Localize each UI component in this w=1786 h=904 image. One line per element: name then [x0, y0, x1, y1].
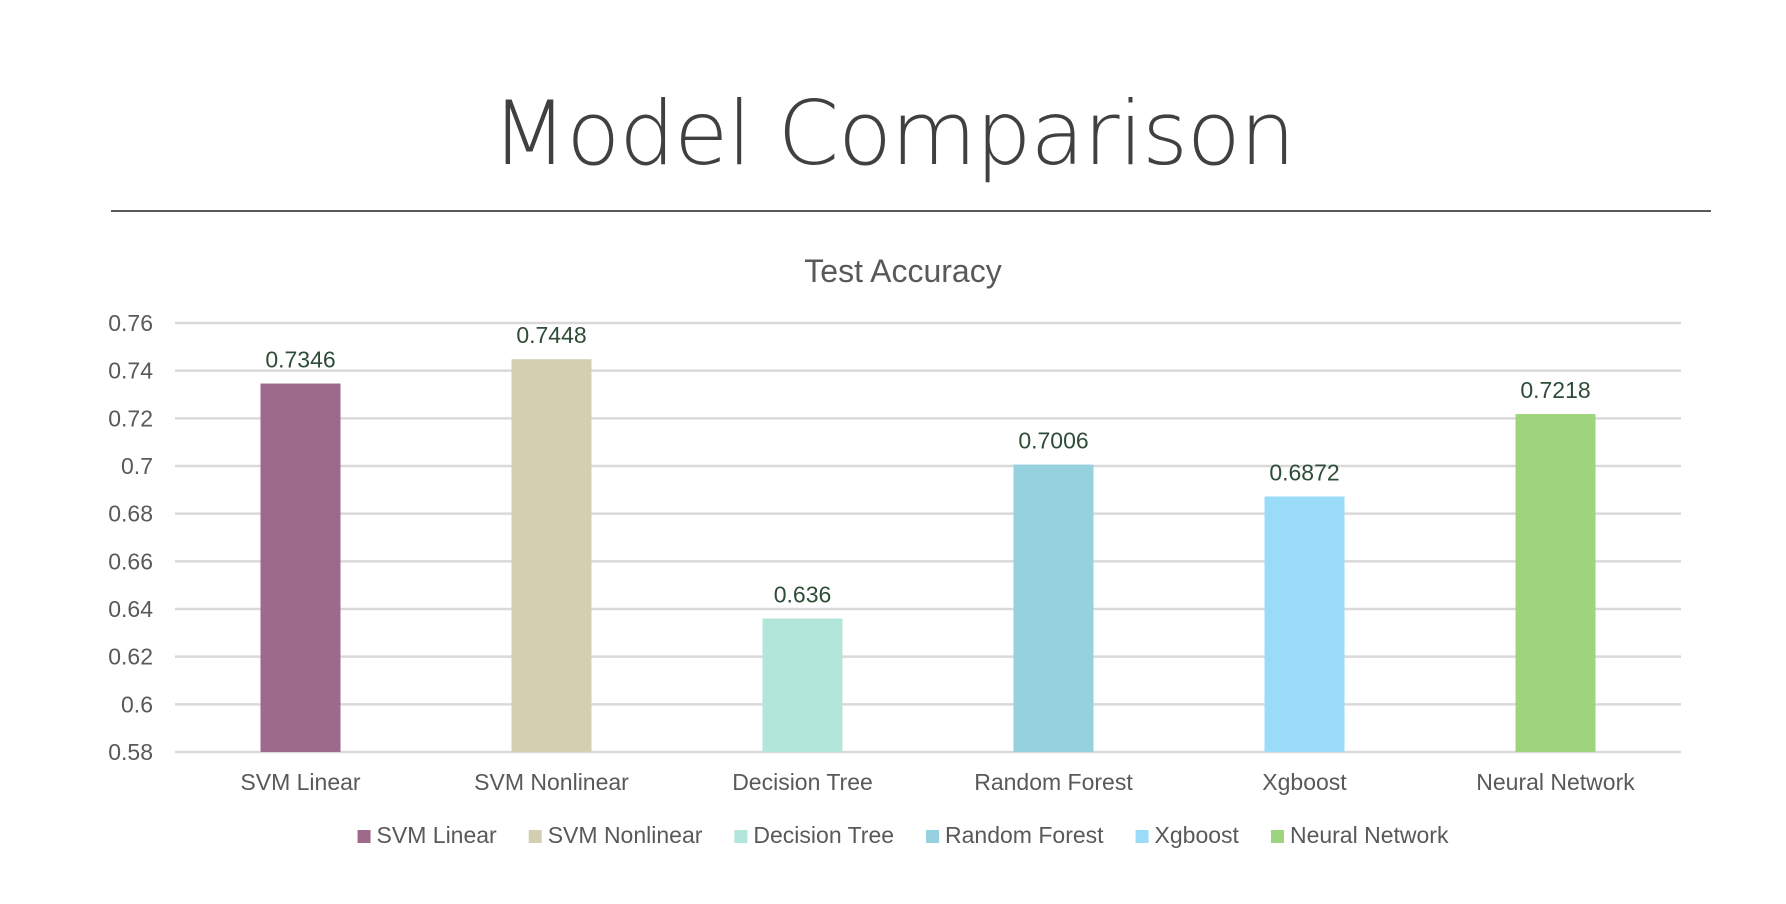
data-label: 0.7006: [1018, 428, 1088, 454]
bar: [762, 618, 843, 752]
bar: [1264, 496, 1345, 752]
legend-item: Xgboost: [1135, 822, 1240, 848]
y-tick-label: 0.74: [108, 358, 153, 384]
x-tick-label: Random Forest: [974, 769, 1133, 795]
y-axis-tick-labels: 0.58 0.6 0.62 0.64 0.66 0.68 0.7 0.72 0.74 0.76: [108, 310, 153, 765]
x-tick-label: SVM Linear: [240, 769, 361, 795]
legend-item: SVM Linear: [357, 822, 498, 848]
x-axis-tick-labels: SVM Linear SVM Nonlinear Decision Tree Rand…: [240, 769, 1635, 795]
bar: [260, 383, 341, 752]
y-tick-label: 0.68: [108, 501, 153, 527]
bars: [260, 359, 1596, 752]
x-tick-label: SVM Nonlinear: [474, 769, 629, 795]
legend-label: Xgboost: [1155, 822, 1240, 848]
data-label: 0.7346: [265, 347, 335, 373]
y-tick-label: 0.66: [108, 548, 153, 574]
bar: [511, 359, 592, 752]
data-labels: 0.7346 0.7448 0.636 0.7006 0.6872 0.7218: [265, 322, 1590, 607]
bar: [1515, 414, 1596, 752]
legend-label: Neural Network: [1290, 822, 1449, 848]
legend-swatch: [926, 830, 940, 843]
data-label: 0.7448: [516, 322, 586, 348]
legend-label: Random Forest: [945, 822, 1104, 848]
legend-swatch: [734, 830, 748, 843]
legend: SVM Linear SVM Nonlinear Decision Tree Rand…: [357, 822, 1449, 848]
y-tick-label: 0.58: [108, 739, 153, 765]
y-tick-label: 0.76: [108, 310, 153, 336]
legend-swatch: [1270, 830, 1284, 843]
title-divider: [111, 210, 1711, 212]
data-label: 0.636: [774, 582, 832, 608]
data-label: 0.7218: [1520, 377, 1590, 403]
legend-label: SVM Linear: [377, 822, 498, 848]
legend-swatch: [1135, 830, 1149, 843]
legend-item: Decision Tree: [734, 822, 894, 848]
legend-item: SVM Nonlinear: [528, 822, 703, 848]
data-label: 0.6872: [1269, 460, 1339, 486]
legend-item: Random Forest: [926, 822, 1104, 848]
slide-title: Model Comparison: [491, 82, 1295, 185]
legend-item: Neural Network: [1270, 822, 1449, 848]
y-tick-label: 0.72: [108, 405, 153, 431]
gridlines: [175, 321, 1681, 754]
x-tick-label: Decision Tree: [732, 769, 873, 795]
bar: [1013, 464, 1094, 752]
x-tick-label: Xgboost: [1262, 769, 1347, 795]
chart-title: Test Accuracy: [804, 253, 1001, 289]
y-tick-label: 0.64: [108, 596, 153, 622]
legend-label: SVM Nonlinear: [548, 822, 703, 848]
y-tick-label: 0.6: [121, 691, 153, 717]
y-tick-label: 0.7: [121, 453, 153, 479]
x-tick-label: Neural Network: [1476, 769, 1635, 795]
y-tick-label: 0.62: [108, 644, 153, 670]
legend-swatch: [528, 830, 542, 843]
legend-label: Decision Tree: [753, 822, 894, 848]
legend-swatch: [357, 830, 371, 843]
